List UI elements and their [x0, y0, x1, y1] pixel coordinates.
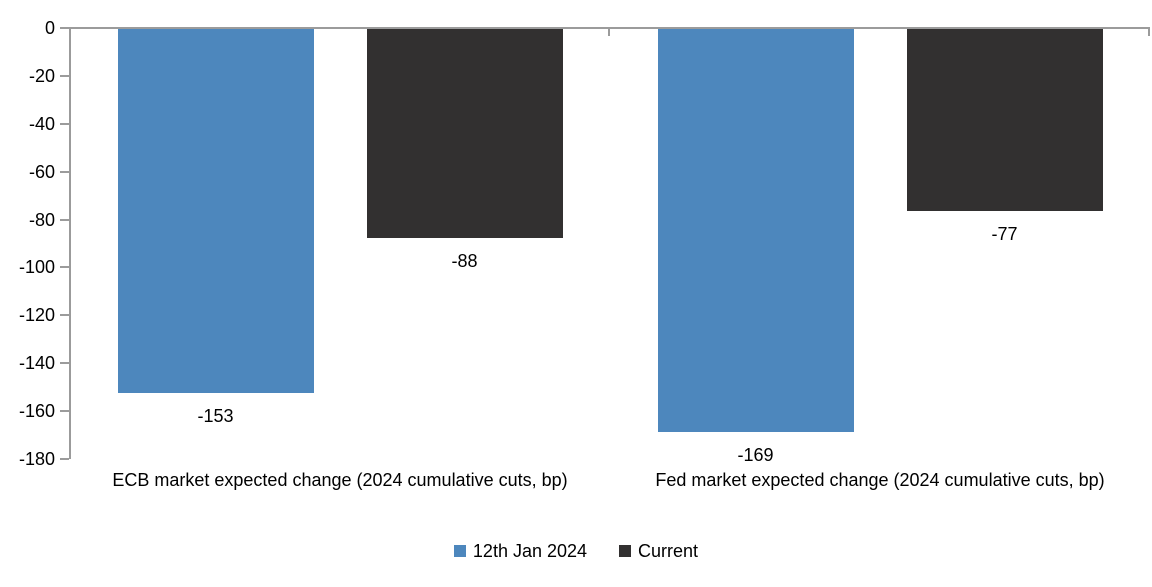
legend-swatch-icon: [619, 545, 632, 557]
legend-item: Current: [619, 540, 698, 562]
y-axis-tick-label: -60: [28, 161, 55, 182]
y-axis-tick: [60, 362, 69, 365]
bar-series1: [117, 29, 314, 394]
y-axis-tick-label: -180: [18, 449, 55, 469]
y-axis-tick: [60, 74, 69, 77]
y-axis-tick: [60, 218, 69, 221]
category-label: Fed market expected change (2024 cumulat…: [655, 470, 1105, 490]
y-axis-tick: [60, 27, 69, 29]
legend-label: 12th Jan 2024: [472, 541, 588, 561]
y-axis-tick-label: -160: [18, 401, 55, 422]
y-axis-tick-label: -100: [18, 257, 55, 278]
y-axis-tick: [60, 266, 69, 269]
category-boundary-tick: [1148, 29, 1150, 36]
y-axis-tick: [60, 314, 69, 317]
y-axis-tick-label: -40: [28, 113, 55, 134]
y-axis-tick-label: -140: [18, 353, 55, 374]
bar-series1: [657, 29, 854, 432]
bar-data-label: -169: [737, 444, 774, 465]
y-axis-tick: [60, 170, 69, 173]
legend: 12th Jan 2024 Current: [0, 540, 1152, 562]
y-axis-tick: [60, 410, 69, 413]
y-axis-tick: [60, 122, 69, 125]
legend-label: Current: [638, 541, 699, 561]
bar-series2: [366, 29, 563, 238]
y-axis-line: [69, 27, 71, 459]
legend-swatch-icon: [453, 545, 466, 557]
bar-data-label: -77: [991, 224, 1018, 245]
y-axis-tick-label: -20: [28, 65, 55, 86]
x-axis-line: [69, 27, 1150, 29]
bar-data-label: -153: [197, 406, 234, 427]
y-axis-tick-label: -120: [18, 305, 55, 326]
bar-data-label: -88: [451, 250, 478, 271]
y-axis-tick-label: 0: [44, 18, 55, 38]
y-axis-tick-label: -80: [28, 209, 55, 230]
y-axis-tick: [60, 458, 69, 460]
category-label: ECB market expected change (2024 cumulat…: [112, 470, 568, 490]
legend-item: 12th Jan 2024: [453, 540, 588, 562]
bar-series2: [906, 29, 1103, 212]
category-boundary-tick: [608, 29, 610, 36]
